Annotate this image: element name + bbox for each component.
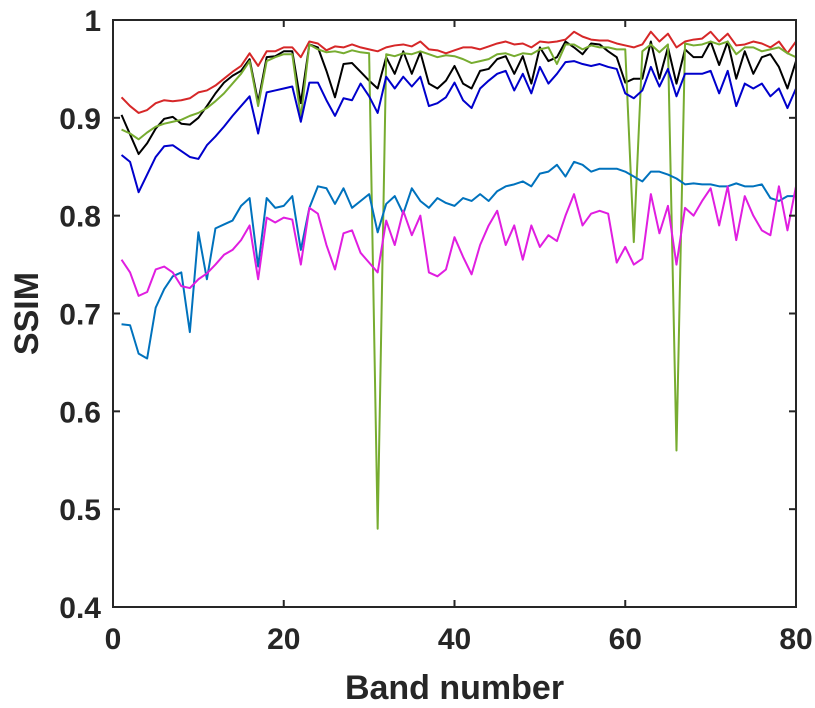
x-tick-label: 20 [267, 623, 300, 656]
series-layer [120, 30, 797, 530]
x-tick-label: 80 [779, 623, 812, 656]
series-line-2 [120, 40, 797, 156]
series-line-4 [120, 60, 797, 194]
y-tick-label: 1 [84, 5, 101, 38]
series-line-1 [120, 30, 797, 114]
x-tick-label: 60 [609, 623, 642, 656]
y-tick-label: 0.7 [59, 299, 101, 332]
x-axis-title: Band number [345, 669, 564, 707]
y-tick-label: 0.9 [59, 103, 101, 136]
series-line-5 [121, 160, 796, 360]
y-tick-label: 0.4 [59, 592, 101, 625]
y-tick-label: 0.6 [59, 396, 101, 429]
x-axis: 0 20 40 60 80 [105, 20, 813, 656]
plot-frame [112, 19, 797, 608]
y-axis: 0.4 0.5 0.6 0.7 0.8 0.9 1 [59, 5, 796, 625]
series-line-3 [121, 40, 797, 530]
y-tick-label: 0.5 [59, 494, 101, 527]
y-axis-title: SSIM [8, 272, 46, 355]
series-line-6 [120, 185, 797, 297]
x-tick-label: 40 [438, 623, 471, 656]
y-tick-label: 0.8 [59, 201, 101, 234]
x-tick-label: 0 [105, 623, 122, 656]
